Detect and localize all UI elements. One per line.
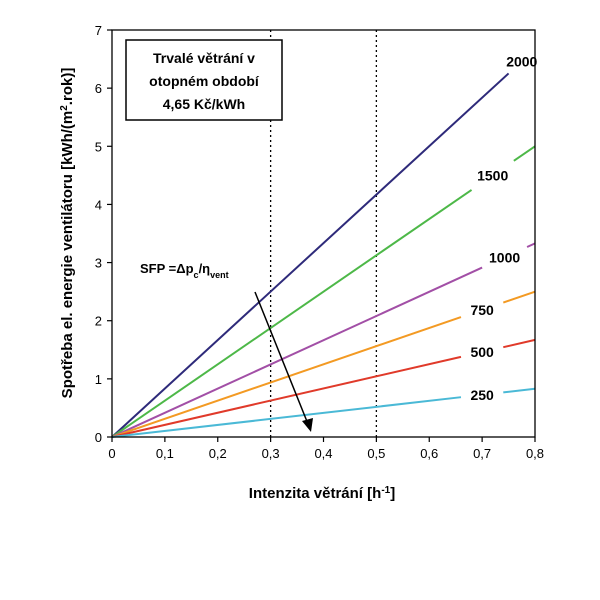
sfp-formula: SFP =Δpc/ηvent [140,261,229,280]
reference-lines [269,30,378,437]
series-label-750: 750 [470,302,494,318]
y-axis-title-sup: 2 [59,105,70,111]
y-tick-label-2: 2 [95,314,102,329]
x-axis-title-sup: -1 [381,485,390,496]
sfp-arrow-head [302,418,313,432]
sfp-sub-c: c [194,270,199,280]
series-label-2000: 2000 [506,53,537,69]
series-label-500: 500 [470,344,494,360]
y-axis-title-end: .rok)] [59,68,76,106]
y-tick-label-6: 6 [95,81,102,96]
title-box-frame [125,39,283,121]
y-tick-label-4: 4 [95,197,102,212]
series-line-750-end [502,290,536,304]
title-line-2: otopném období [149,73,260,89]
series-line-500-end [503,338,536,349]
series-line-250 [111,396,462,438]
sfp-arrow-line [254,291,309,425]
series-label-250: 250 [470,387,494,403]
x-tick-label-6: 0,6 [420,446,438,461]
x-tick-label-2: 0,2 [209,446,227,461]
axes: 0 0,1 0,2 0,3 0,4 0,5 0,6 0,7 0,8 0 1 2 3 4 5 6 7 [95,23,544,461]
x-axis-title-end: ] [390,485,395,502]
x-tick-label-8: 0,8 [526,446,544,461]
series-line-1000 [111,266,483,438]
y-tick-label-3: 3 [95,256,102,271]
series-lines [111,72,536,438]
x-tick-label-5: 0,5 [367,446,385,461]
x-tick-label-4: 0,4 [314,446,332,461]
series-line-1500-end [513,145,536,162]
x-axis-title: Intenzita větrání [h-1] [249,485,395,503]
sfp-prefix: SFP =Δp [140,261,194,276]
x-tick-label-1: 0,1 [156,446,174,461]
y-axis-title: Spotřeba el. energie ventilátoru [kWh/(m… [59,68,77,399]
series-labels: 2000 1500 1000 750 500 250 [470,53,537,402]
sfp-mid: /η [199,261,211,276]
y-tick-label-7: 7 [95,23,102,38]
x-axis-title-main: Intenzita větrání [h [249,485,382,502]
series-line-250-end [503,387,536,394]
y-tick-label-1: 1 [95,372,102,387]
sfp-annotation: SFP =Δpc/ηvent [140,261,313,432]
x-tick-label-0: 0 [108,446,115,461]
sfp-sub-vent: vent [210,270,229,280]
x-tick-label-3: 0,3 [262,446,280,461]
series-line-750 [111,316,462,438]
title-line-1: Trvalé větrání v [153,50,255,66]
title-line-3: 4,65 Kč/kWh [163,96,245,112]
y-tick-label-5: 5 [95,139,102,154]
series-line-2000 [111,72,510,438]
series-line-1500 [111,189,473,438]
y-tick-label-0: 0 [95,430,102,445]
series-line-500 [111,355,462,438]
title-box: Trvalé větrání v otopném období 4,65 Kč/… [125,39,283,121]
series-line-1000-end [526,242,536,248]
y-axis-title-main: Spotřeba el. energie ventilátoru [kWh/(m [59,111,76,399]
series-label-1000: 1000 [489,249,520,265]
x-tick-label-7: 0,7 [473,446,491,461]
series-label-1500: 1500 [477,167,508,183]
